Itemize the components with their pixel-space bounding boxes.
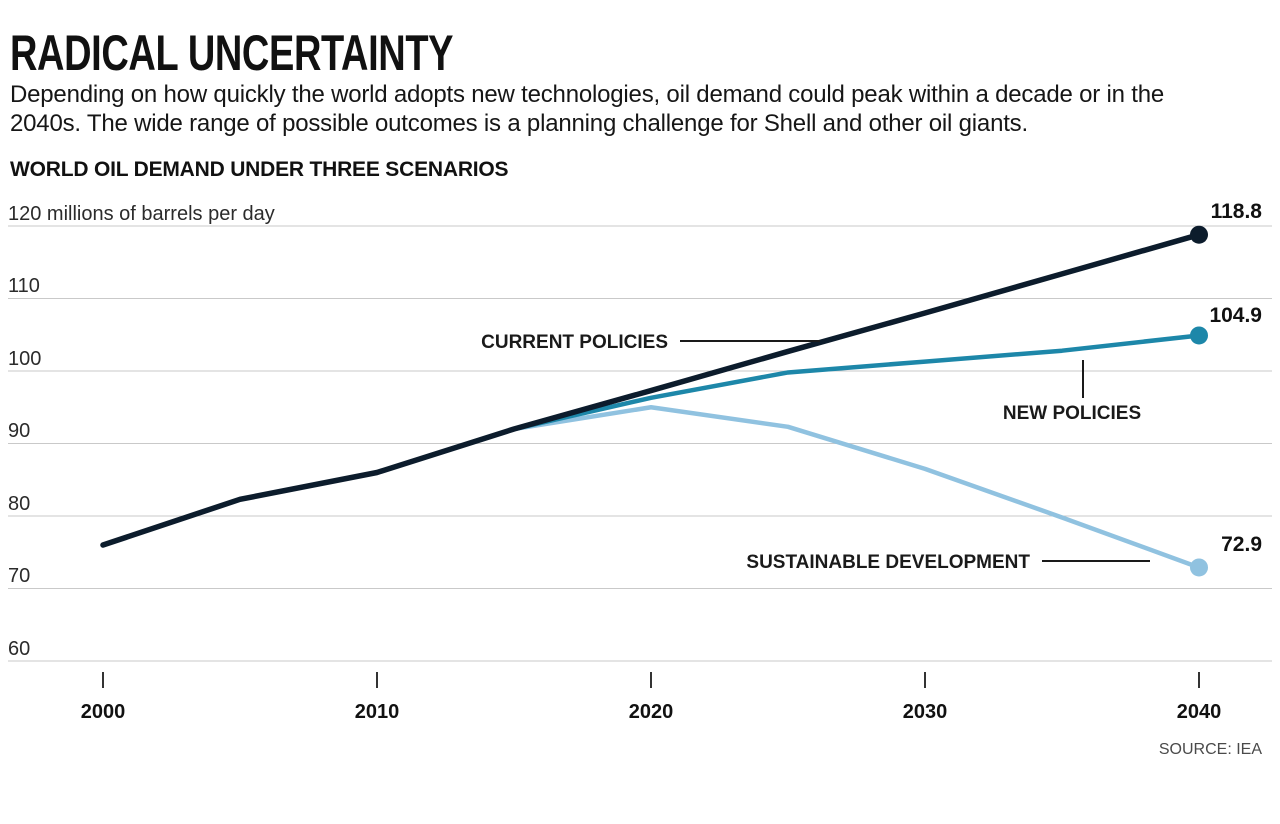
sustainable-development-end-dot bbox=[1190, 558, 1208, 577]
y-label-100: 100 bbox=[8, 348, 41, 370]
y-label-60: 60 bbox=[8, 638, 30, 660]
current-policies-end-dot bbox=[1190, 225, 1208, 244]
x-label-2030: 2030 bbox=[903, 701, 948, 723]
sustainable-development-label: SUSTAINABLE DEVELOPMENT bbox=[746, 552, 1030, 573]
gridlines bbox=[8, 225, 1272, 662]
page-title-text: RADICAL UNCERTAINTY bbox=[10, 25, 454, 81]
line-new-policies bbox=[100, 333, 1202, 548]
current-policies-end-value: 118.8 bbox=[1211, 200, 1263, 223]
x-axis: 2000 2010 2020 2030 2040 bbox=[81, 672, 1222, 723]
line-sustainable-development bbox=[100, 405, 1202, 570]
x-label-2010: 2010 bbox=[355, 701, 400, 723]
new-policies-label: NEW POLICIES bbox=[1003, 403, 1141, 424]
oil-demand-line-chart: 120 millions of barrels per day 110 100 … bbox=[8, 200, 1272, 758]
y-label-120-with-units: 120 millions of barrels per day bbox=[8, 203, 275, 225]
y-label-110: 110 bbox=[8, 275, 40, 297]
x-label-2040: 2040 bbox=[1177, 701, 1222, 723]
line-current-policies bbox=[100, 231, 1202, 548]
y-axis-labels: 120 millions of barrels per day 110 100 … bbox=[8, 203, 275, 660]
x-label-2020: 2020 bbox=[629, 701, 674, 723]
y-label-90: 90 bbox=[8, 420, 30, 442]
chart-heading: WORLD OIL DEMAND UNDER THREE SCENARIOS bbox=[10, 158, 509, 181]
new-policies-end-value: 104.9 bbox=[1209, 304, 1262, 327]
y-label-80: 80 bbox=[8, 493, 30, 515]
new-policies-end-dot bbox=[1190, 326, 1208, 345]
sustainable-development-end-value: 72.9 bbox=[1221, 533, 1262, 556]
subtitle: Depending on how quickly the world adopt… bbox=[10, 81, 1165, 137]
source-credit: SOURCE: IEA bbox=[1159, 741, 1262, 758]
page-title: RADICAL UNCERTAINTY bbox=[10, 24, 1280, 81]
y-label-70: 70 bbox=[8, 565, 30, 587]
current-policies-label: CURRENT POLICIES bbox=[481, 332, 668, 353]
x-label-2000: 2000 bbox=[81, 701, 126, 723]
